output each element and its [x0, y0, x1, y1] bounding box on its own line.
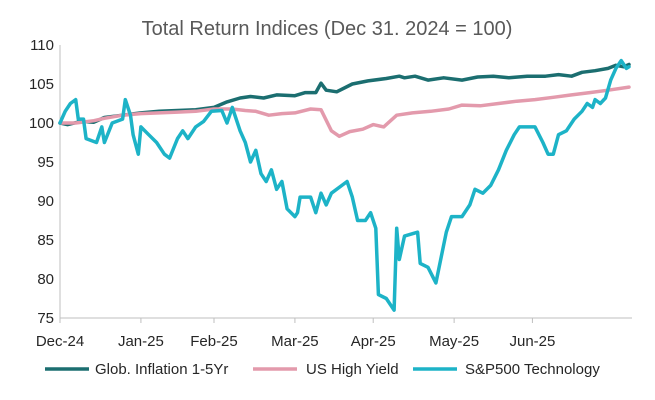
x-tick-label: Dec-24	[36, 333, 84, 350]
y-tick-label: 105	[29, 76, 54, 93]
x-tick-label: Jan-25	[118, 333, 164, 350]
x-tick-label: May-25	[429, 333, 479, 350]
y-tick-label: 90	[37, 193, 54, 210]
x-tick-label: Apr-25	[351, 333, 396, 350]
plot-area: 75 80 85 90 95 100 105 110 Dec-24 Jan-25 Feb-25 Mar…	[29, 37, 632, 350]
legend-label-2: US High Yield	[306, 361, 399, 378]
series-line-3	[58, 58, 631, 312]
x-tick-label: Mar-25	[271, 333, 319, 350]
series-line-1	[58, 62, 631, 127]
y-tick-label: 95	[37, 154, 54, 171]
x-tick-label: Feb-25	[190, 333, 238, 350]
y-tick-label: 100	[29, 115, 54, 132]
legend-label-3: S&P500 Technology	[465, 361, 600, 378]
chart-title: Total Return Indices (Dec 31. 2024 = 100…	[142, 18, 513, 40]
y-tick-label: 75	[37, 310, 54, 327]
x-tick-label: Jun-25	[509, 333, 555, 350]
y-tick-label: 110	[30, 37, 54, 54]
y-tick-label: 80	[37, 271, 54, 288]
legend-label-1: Glob. Inflation 1-5Yr	[95, 361, 228, 378]
legend: Glob. Inflation 1-5Yr US High Yield S&P500…	[45, 361, 600, 378]
series-line-2	[58, 85, 631, 139]
y-tick-label: 85	[37, 232, 54, 249]
